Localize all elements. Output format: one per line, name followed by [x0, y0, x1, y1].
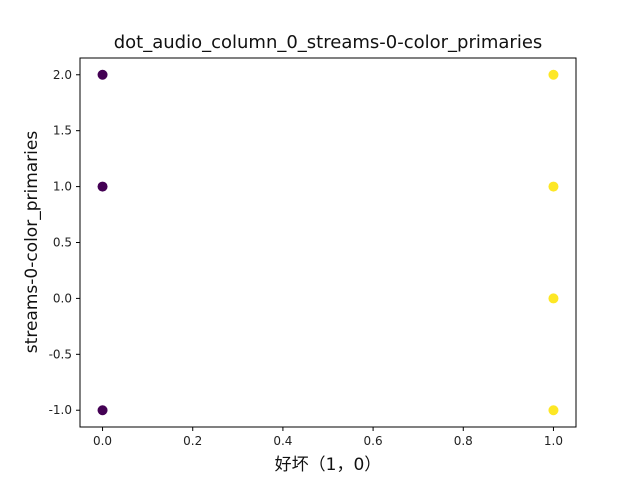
y-axis-ticks: -1.0 -0.5 0.0 0.5 1.0 1.5 2.0 — [49, 68, 80, 417]
y-tick-label: 0.0 — [53, 291, 72, 305]
x-tick-label: 0.6 — [364, 434, 383, 448]
data-point — [97, 405, 108, 416]
x-axis-label: 好坏（1，0） — [275, 455, 382, 475]
y-axis-label: streams-0-color_primaries — [22, 131, 42, 354]
x-tick-label: 1.0 — [544, 434, 563, 448]
data-point — [548, 405, 559, 416]
chart-title: dot_audio_column_0_streams-0-color_prima… — [114, 32, 543, 53]
y-tick-label: -1.0 — [49, 403, 72, 417]
x-axis-ticks: 0.0 0.2 0.4 0.6 0.8 1.0 — [93, 427, 563, 448]
x-tick-label: 0.4 — [273, 434, 292, 448]
plot-frame — [79, 57, 577, 428]
x-tick-label: 0.0 — [93, 434, 112, 448]
y-tick-label: 0.5 — [53, 236, 72, 250]
y-tick-label: -0.5 — [49, 347, 72, 361]
data-point — [97, 69, 108, 80]
y-tick-label: 1.5 — [53, 124, 72, 138]
data-point — [97, 181, 108, 192]
data-point — [548, 181, 559, 192]
x-tick-label: 0.2 — [183, 434, 202, 448]
data-points — [97, 69, 559, 416]
data-point — [548, 293, 559, 304]
data-point — [548, 69, 559, 80]
y-tick-label: 2.0 — [53, 68, 72, 82]
x-tick-label: 0.8 — [454, 434, 473, 448]
y-tick-label: 1.0 — [53, 180, 72, 194]
